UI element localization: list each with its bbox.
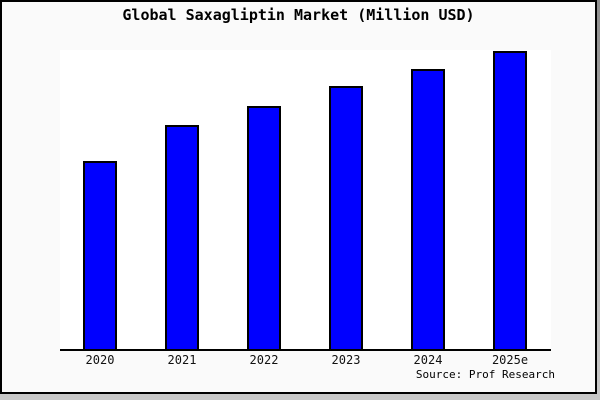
x-tick-2023: 2023 [331, 353, 361, 367]
x-tick-2025e: 2025e [491, 353, 529, 367]
plot-area [60, 50, 551, 351]
x-tick-2020: 2020 [85, 353, 115, 367]
bar-2023 [329, 86, 363, 349]
x-tick-2021: 2021 [167, 353, 197, 367]
bar-2024 [411, 69, 445, 349]
chart-title: Global Saxagliptin Market (Million USD) [122, 6, 475, 24]
bar-2025e [493, 51, 527, 349]
source-note: Source: Prof Research [415, 368, 555, 381]
bar-2021 [165, 125, 199, 349]
x-tick-2022: 2022 [249, 353, 279, 367]
x-axis-labels: 2020 2021 2022 2023 2024 2025e [60, 353, 551, 369]
bar-2020 [83, 161, 117, 349]
x-tick-2024: 2024 [413, 353, 443, 367]
bar-2022 [247, 106, 281, 349]
